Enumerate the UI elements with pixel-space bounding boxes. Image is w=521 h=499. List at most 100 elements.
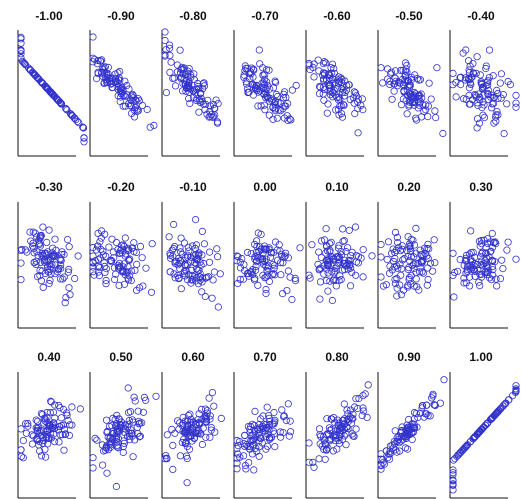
data-point — [188, 271, 197, 279]
data-point — [207, 423, 215, 432]
data-point — [326, 91, 334, 99]
data-point — [213, 245, 221, 253]
data-point — [197, 405, 206, 413]
data-point — [405, 275, 413, 284]
data-point — [384, 453, 392, 462]
data-point — [391, 254, 399, 262]
data-point — [46, 422, 55, 430]
scatter-panel: 0.90 — [377, 350, 448, 499]
data-point — [184, 243, 192, 251]
data-point — [261, 94, 270, 102]
data-point — [89, 243, 97, 252]
data-point — [500, 130, 508, 138]
data-point — [426, 259, 435, 267]
data-point — [391, 228, 400, 236]
data-point — [276, 259, 285, 267]
data-point — [284, 400, 292, 408]
data-point — [38, 410, 47, 418]
data-point — [161, 455, 169, 463]
data-point — [63, 106, 71, 114]
data-point — [189, 93, 197, 102]
data-point — [316, 431, 324, 439]
data-point — [493, 108, 501, 116]
data-point — [233, 465, 241, 473]
data-point — [278, 289, 287, 298]
data-point — [251, 274, 259, 282]
data-point — [277, 271, 285, 279]
data-point — [332, 106, 340, 114]
data-point — [166, 41, 174, 49]
data-point — [410, 260, 418, 268]
data-point — [209, 112, 218, 120]
data-point — [269, 427, 278, 435]
data-point — [337, 431, 345, 439]
data-point — [463, 441, 472, 449]
panel-title: -1.00 — [35, 9, 63, 23]
data-point — [512, 99, 520, 107]
data-point — [347, 419, 356, 427]
data-point — [350, 99, 358, 107]
data-point — [106, 441, 115, 449]
data-point — [407, 422, 415, 430]
data-point — [114, 424, 122, 432]
data-point — [234, 441, 242, 450]
data-point — [255, 443, 263, 451]
data-point — [328, 296, 336, 305]
data-point — [359, 391, 367, 400]
data-point — [202, 100, 210, 109]
data-point — [43, 263, 52, 271]
data-point — [202, 417, 210, 425]
data-point — [147, 288, 156, 296]
data-point — [404, 430, 412, 438]
data-point — [117, 85, 125, 93]
data-point — [449, 486, 457, 494]
data-point — [391, 74, 399, 82]
data-point — [383, 255, 391, 264]
data-point — [80, 134, 88, 142]
panel-title: -0.20 — [107, 180, 135, 194]
data-point — [416, 76, 424, 84]
data-point — [257, 102, 265, 110]
data-point — [97, 234, 105, 242]
data-point — [201, 405, 210, 413]
data-point — [114, 76, 123, 84]
data-point — [345, 226, 353, 234]
data-point — [161, 36, 169, 45]
data-point — [173, 417, 182, 425]
data-point — [89, 454, 97, 462]
data-point — [19, 454, 27, 462]
data-point — [194, 252, 202, 260]
data-point — [476, 281, 484, 290]
data-point — [233, 257, 241, 265]
data-point — [264, 411, 273, 420]
data-point — [278, 406, 286, 414]
data-point — [258, 64, 267, 72]
data-point — [391, 279, 399, 288]
data-point — [512, 382, 520, 390]
data-point — [173, 61, 181, 69]
data-point — [17, 452, 25, 460]
data-point — [47, 398, 55, 406]
data-point — [177, 248, 185, 256]
data-point — [349, 410, 357, 418]
data-point — [340, 101, 348, 109]
data-point — [17, 47, 25, 55]
data-point — [339, 416, 347, 424]
data-point — [503, 246, 511, 254]
data-point — [165, 233, 173, 241]
data-point — [181, 71, 189, 79]
data-point — [396, 247, 404, 255]
data-point — [335, 93, 343, 101]
data-point — [89, 33, 97, 41]
data-point — [112, 238, 121, 247]
data-point — [70, 114, 79, 122]
data-point — [195, 108, 203, 116]
data-point — [276, 428, 284, 436]
data-point — [387, 70, 395, 78]
data-point — [138, 419, 146, 427]
data-point — [95, 271, 104, 280]
data-point — [64, 268, 72, 276]
data-point — [89, 258, 97, 266]
data-point — [474, 101, 482, 110]
